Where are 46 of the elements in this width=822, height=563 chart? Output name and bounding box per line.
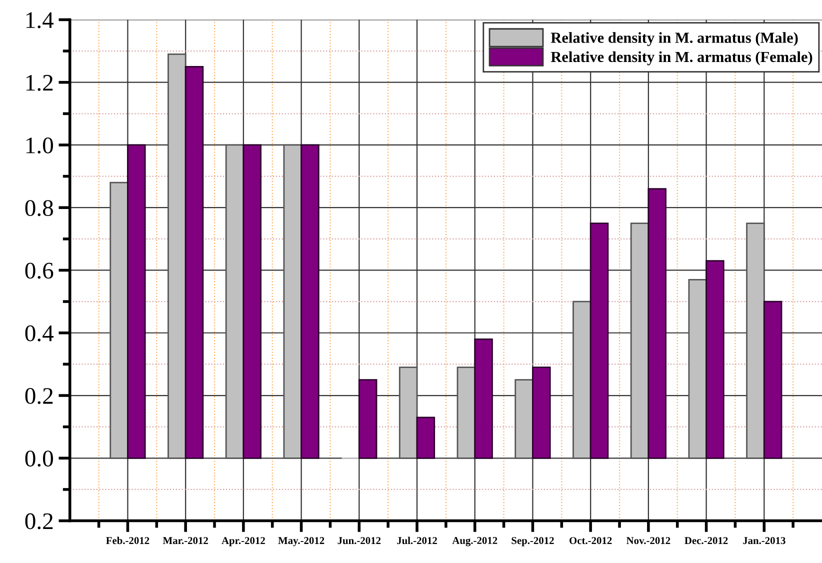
x-tick-label: Apr.-2012 [222, 537, 265, 546]
y-tick-label: 0.6 [25, 262, 54, 279]
bar [572, 300, 592, 459]
bar [416, 416, 436, 459]
y-tick-label: 0.8 [25, 200, 53, 216]
bar [184, 66, 204, 459]
x-tick-label: Jul.-2012 [397, 536, 437, 544]
bar [110, 182, 128, 459]
bar [283, 144, 302, 459]
y-tick-label: 0.2 [25, 513, 53, 530]
bar [127, 144, 146, 459]
x-tick-label: Jun.-2012 [338, 537, 381, 544]
y-tick-label: 1.4 [26, 12, 54, 28]
bar [648, 188, 666, 459]
bar [456, 366, 476, 459]
x-tick-label: Dec.-2012 [684, 537, 728, 544]
bar [746, 222, 765, 459]
bar [168, 53, 186, 459]
bar [590, 222, 609, 459]
bar [630, 222, 650, 459]
bar [358, 379, 378, 459]
x-tick-label: Oct.-2012 [570, 537, 612, 544]
x-tick-label: Mar.-2012 [162, 537, 208, 544]
bar [706, 260, 724, 459]
bar [242, 144, 262, 459]
x-tick-label: May.-2012 [278, 537, 324, 546]
bar [225, 144, 244, 459]
y-tick-label: 1.0 [26, 137, 53, 154]
bar [398, 366, 418, 459]
y-tick-label: 1.2 [26, 74, 53, 91]
bar [474, 338, 493, 459]
x-tick-label: Feb.-2012 [106, 536, 150, 544]
x-tick-label: Aug.-2012 [452, 536, 498, 546]
bar [300, 144, 320, 459]
bar [514, 379, 534, 459]
y-tick-label: 0.2 [25, 388, 53, 404]
y-tick-label: 0.0 [25, 450, 53, 467]
x-tick-label: Sep.-2012 [512, 537, 554, 546]
legend-label: Relative density in M. armatus (Male) [550, 32, 798, 46]
x-tick-label: Nov.-2012 [626, 537, 670, 544]
bar [763, 300, 782, 459]
legend-label: Relative density in M. armatus (Female) [550, 51, 812, 66]
bar [688, 278, 707, 459]
x-tick-label: Jan.-2013 [743, 537, 786, 544]
y-tick-label: 0.4 [25, 325, 54, 342]
bar [532, 366, 551, 459]
